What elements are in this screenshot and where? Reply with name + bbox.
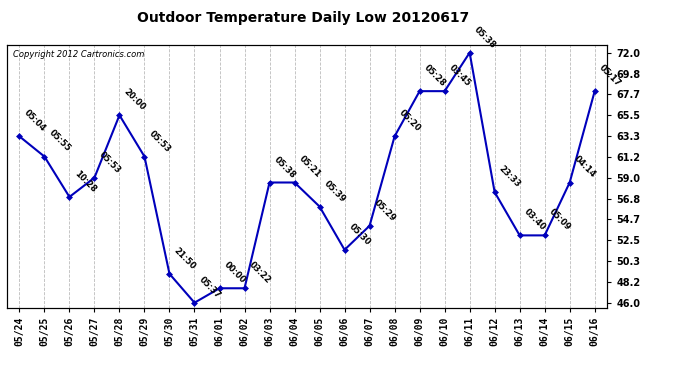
Text: Outdoor Temperature Daily Low 20120617: Outdoor Temperature Daily Low 20120617 xyxy=(137,11,470,25)
Text: Copyright 2012 Cartronics.com: Copyright 2012 Cartronics.com xyxy=(13,50,144,59)
Text: 05:55: 05:55 xyxy=(47,129,72,154)
Text: 05:09: 05:09 xyxy=(547,207,573,232)
Text: 05:53: 05:53 xyxy=(147,129,172,154)
Text: 05:04: 05:04 xyxy=(22,108,48,134)
Text: 05:30: 05:30 xyxy=(347,222,373,247)
Text: 23:33: 23:33 xyxy=(497,164,522,189)
Text: 05:38: 05:38 xyxy=(273,154,297,180)
Text: 05:53: 05:53 xyxy=(97,150,122,175)
Text: 05:38: 05:38 xyxy=(473,25,497,50)
Text: 20:00: 20:00 xyxy=(122,87,148,112)
Text: 10:28: 10:28 xyxy=(72,169,97,194)
Text: 05:28: 05:28 xyxy=(422,63,448,88)
Text: 21:50: 21:50 xyxy=(172,246,197,271)
Text: 05:17: 05:17 xyxy=(598,63,622,88)
Text: 03:45: 03:45 xyxy=(447,63,473,88)
Text: 03:22: 03:22 xyxy=(247,260,273,285)
Text: 00:00: 00:00 xyxy=(222,261,247,285)
Text: 04:14: 04:14 xyxy=(573,154,598,180)
Text: 05:20: 05:20 xyxy=(397,108,422,134)
Text: 05:39: 05:39 xyxy=(322,178,348,204)
Text: 03:40: 03:40 xyxy=(522,207,548,232)
Text: 05:29: 05:29 xyxy=(373,198,397,223)
Text: 05:37: 05:37 xyxy=(197,275,222,300)
Text: 05:21: 05:21 xyxy=(297,154,323,180)
